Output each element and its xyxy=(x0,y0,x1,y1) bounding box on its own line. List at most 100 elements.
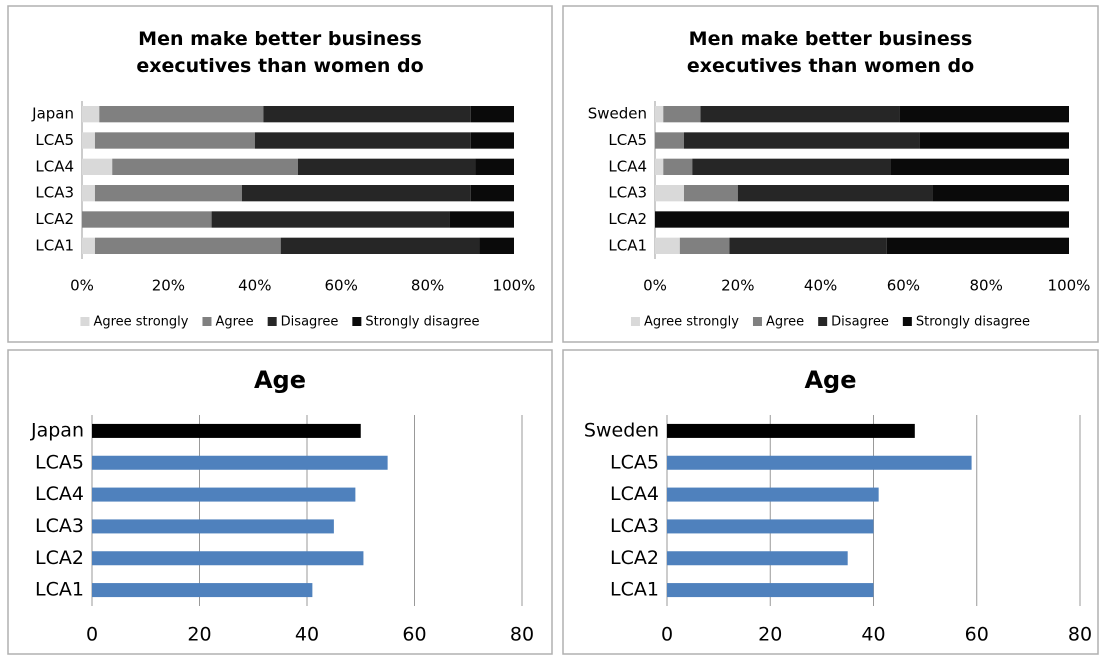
bar-segment xyxy=(449,211,514,228)
legend-label: Agree xyxy=(766,315,804,330)
chart-title: Men make better business executives than… xyxy=(686,28,975,77)
bar xyxy=(92,583,313,598)
x-tick-label: 60% xyxy=(325,277,358,295)
x-tick-label: 60% xyxy=(887,277,920,295)
bar xyxy=(92,551,364,566)
legend-swatch xyxy=(818,317,828,326)
legend-swatch xyxy=(80,317,90,326)
y-tick-label: Japan xyxy=(30,419,84,441)
bar-segment xyxy=(82,106,100,123)
x-tick-label: 40% xyxy=(238,277,271,295)
legend-label: Disagree xyxy=(281,315,339,330)
y-tick-label: LCA3 xyxy=(608,184,647,202)
bar-segment xyxy=(655,158,664,175)
legend-label: Agree strongly xyxy=(93,315,188,330)
x-tick-label: 0 xyxy=(661,624,673,646)
y-tick-label: LCA4 xyxy=(610,483,659,505)
y-tick-label: LCA2 xyxy=(35,547,84,569)
x-tick-label: 20% xyxy=(152,277,185,295)
legend-label: Agree xyxy=(215,315,253,330)
bar-segment xyxy=(94,185,242,202)
y-tick-label: LCA1 xyxy=(608,236,647,254)
legend-label: Strongly disagree xyxy=(365,315,479,330)
chart-title: Age xyxy=(804,366,857,394)
bar-segment xyxy=(82,158,113,175)
x-tick-label: 80% xyxy=(970,277,1003,295)
bar-segment xyxy=(298,158,476,175)
bar-segment xyxy=(683,132,920,149)
y-tick-label: LCA5 xyxy=(35,131,74,149)
y-tick-label: Sweden xyxy=(584,419,659,441)
x-tick-label: 80% xyxy=(411,277,444,295)
bar xyxy=(667,487,879,502)
y-tick-label: LCA2 xyxy=(610,547,659,569)
x-tick-label: 20 xyxy=(758,624,782,646)
bar xyxy=(667,551,848,566)
bar-segment xyxy=(919,132,1069,149)
x-tick-label: 0% xyxy=(643,277,667,295)
bar-segment xyxy=(254,132,471,149)
y-tick-label: LCA1 xyxy=(35,236,74,254)
bar-segment xyxy=(886,237,1069,254)
y-tick-label: LCA4 xyxy=(35,483,84,505)
bar-segment xyxy=(663,158,693,175)
bar-segment xyxy=(82,132,95,149)
legend-label: Strongly disagree xyxy=(916,315,1030,330)
x-tick-label: 40 xyxy=(861,624,885,646)
bar-segment xyxy=(890,158,1069,175)
panel xyxy=(562,349,1099,655)
legend-swatch xyxy=(267,317,277,326)
bar-segment xyxy=(470,185,514,202)
x-tick-label: 80 xyxy=(1068,624,1092,646)
x-tick-label: 0% xyxy=(70,277,94,295)
y-tick-label: Sweden xyxy=(588,105,647,123)
chart-title: Age xyxy=(253,366,307,394)
y-tick-label: LCA1 xyxy=(35,579,84,601)
bar-segment xyxy=(899,106,1069,123)
bar-segment xyxy=(94,132,255,149)
bar-segment xyxy=(470,106,514,123)
legend-swatch xyxy=(352,317,362,326)
bar xyxy=(667,519,874,534)
bar-segment xyxy=(263,106,471,123)
bar-segment xyxy=(475,158,514,175)
bar-segment xyxy=(112,158,299,175)
x-tick-label: 20% xyxy=(721,277,754,295)
bar-segment xyxy=(94,237,281,254)
bar xyxy=(92,519,334,534)
bar-segment xyxy=(700,106,900,123)
bar-segment xyxy=(655,185,684,202)
x-tick-label: 60 xyxy=(965,624,989,646)
bar-segment xyxy=(211,211,450,228)
bar xyxy=(667,423,915,438)
bar-segment xyxy=(655,106,664,123)
y-tick-label: LCA5 xyxy=(35,451,84,473)
y-tick-label: Japan xyxy=(31,105,74,123)
bar-segment xyxy=(737,185,933,202)
y-tick-label: LCA4 xyxy=(608,157,647,175)
x-tick-label: 40 xyxy=(295,624,319,646)
bar xyxy=(92,455,388,470)
bar-segment xyxy=(692,158,891,175)
x-tick-label: 60 xyxy=(402,624,426,646)
y-tick-label: LCA2 xyxy=(608,210,647,228)
legend-swatch xyxy=(902,317,912,326)
legend-swatch xyxy=(752,317,762,326)
bar-segment xyxy=(679,237,730,254)
panel xyxy=(7,349,553,655)
x-tick-label: 0 xyxy=(86,624,98,646)
bar-segment xyxy=(655,132,684,149)
y-tick-label: LCA5 xyxy=(610,451,659,473)
bar-segment xyxy=(470,132,514,149)
bar xyxy=(667,583,874,598)
legend-label: Agree strongly xyxy=(644,315,739,330)
x-tick-label: 100% xyxy=(1048,277,1091,295)
x-tick-label: 80 xyxy=(510,624,534,646)
y-tick-label: LCA4 xyxy=(35,157,74,175)
y-tick-label: LCA3 xyxy=(35,184,74,202)
bar-segment xyxy=(683,185,738,202)
chart-title: Men make better business executives than… xyxy=(136,28,424,77)
panel xyxy=(562,5,1099,343)
